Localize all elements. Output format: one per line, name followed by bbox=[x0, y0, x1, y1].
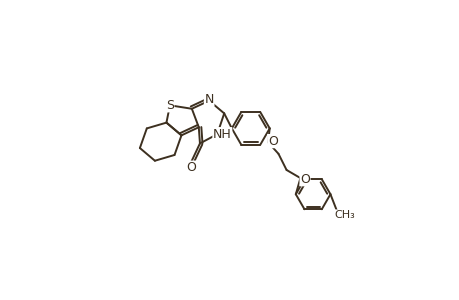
Text: O: O bbox=[299, 173, 309, 186]
Text: N: N bbox=[204, 93, 213, 106]
Text: CH₃: CH₃ bbox=[333, 210, 354, 220]
Text: O: O bbox=[185, 161, 195, 174]
Text: S: S bbox=[166, 99, 174, 112]
Text: NH: NH bbox=[213, 128, 231, 141]
Text: O: O bbox=[267, 135, 277, 148]
